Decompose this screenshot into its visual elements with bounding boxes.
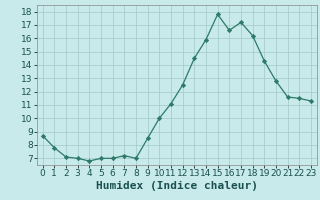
X-axis label: Humidex (Indice chaleur): Humidex (Indice chaleur) bbox=[96, 181, 258, 191]
